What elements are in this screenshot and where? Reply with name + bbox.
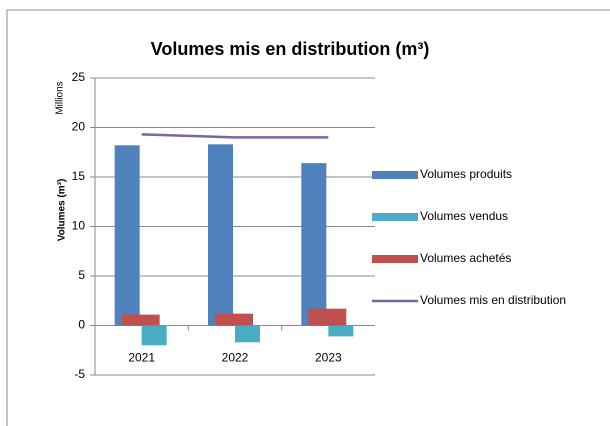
legend-label: Volumes produits xyxy=(420,167,512,181)
bar xyxy=(235,325,260,343)
legend-swatch xyxy=(372,171,418,179)
bar xyxy=(141,325,167,346)
legend-label: Volumes vendus xyxy=(420,209,508,223)
y-axis-label: Volumes (m³) xyxy=(57,179,68,242)
y-tick-label: 20 xyxy=(72,120,86,134)
bar xyxy=(114,145,140,326)
legend-label: Volumes achetés xyxy=(420,251,511,265)
legend-label: Volumes mis en distribution xyxy=(420,293,566,307)
y-tick-label: 15 xyxy=(72,169,86,183)
bar xyxy=(308,308,347,326)
bar xyxy=(121,314,160,326)
y-tick-label: 0 xyxy=(78,318,85,332)
x-tick-label: 2022 xyxy=(222,351,249,365)
y-tick-label: 10 xyxy=(72,219,86,233)
y-tick-label: -5 xyxy=(74,367,85,381)
bar xyxy=(301,163,327,326)
y-tick-label: 5 xyxy=(78,268,85,282)
legend-swatch xyxy=(372,255,418,263)
chart-title: Volumes mis en distribution (m³) xyxy=(151,39,430,59)
y-tick-label: 25 xyxy=(72,70,86,84)
bar xyxy=(215,313,253,326)
y-unit-label: Millions xyxy=(55,81,66,114)
bar xyxy=(208,144,233,326)
line xyxy=(141,133,329,139)
x-tick-label: 2021 xyxy=(128,351,155,365)
legend-swatch xyxy=(372,213,418,221)
bar xyxy=(328,325,354,337)
x-tick-label: 2023 xyxy=(315,351,342,365)
